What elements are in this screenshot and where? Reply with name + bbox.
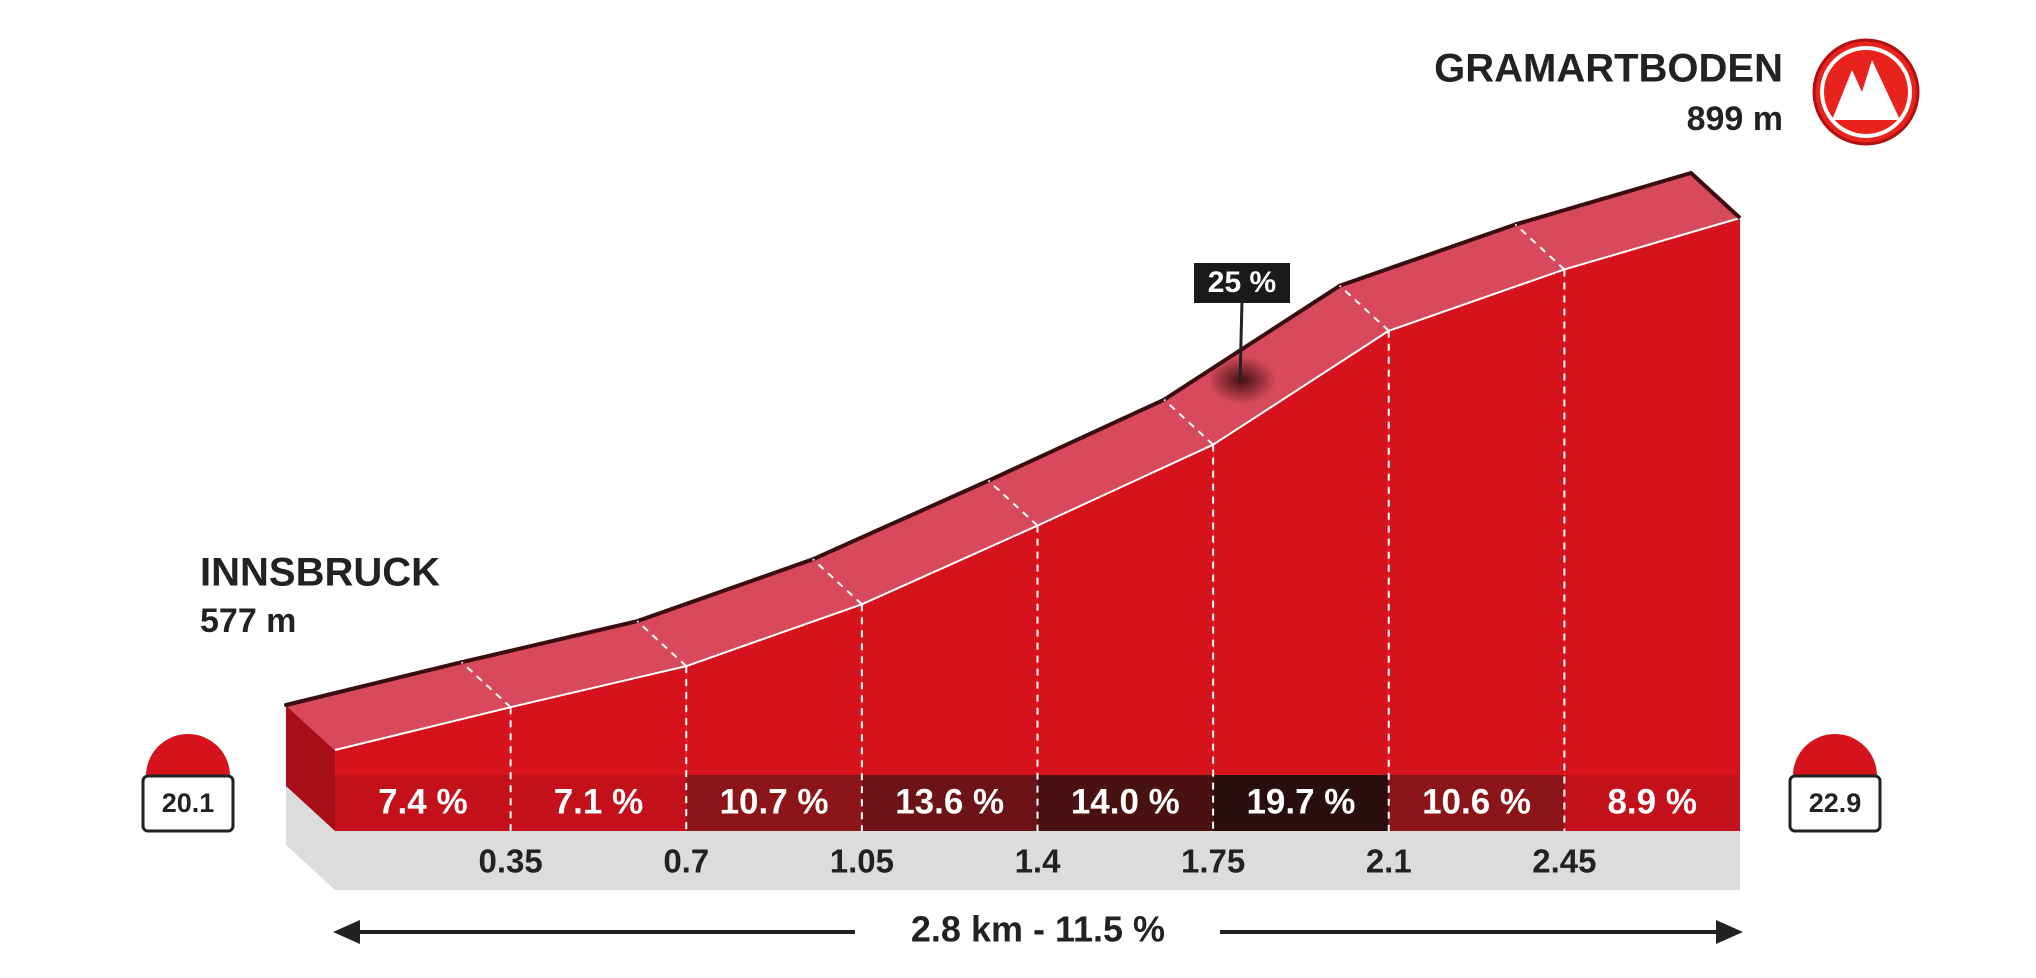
km-marker-dome	[146, 734, 230, 776]
profile-edge	[510, 665, 687, 709]
profile	[284, 171, 1742, 831]
profile-segment	[1037, 444, 1214, 831]
gradient-label: 7.1 %	[554, 782, 644, 821]
gradient-label: 19.7 %	[1246, 782, 1355, 821]
gradient-label: 13.6 %	[895, 782, 1004, 821]
profile-segment	[861, 525, 1038, 831]
summit-icon	[1812, 38, 1920, 146]
start-elevation: 577 m	[200, 602, 296, 640]
finish-km: 22.9	[1809, 788, 1862, 818]
gradient-band	[1037, 775, 1214, 831]
arrow-head	[1716, 920, 1743, 944]
tick-line-top	[636, 620, 687, 667]
profile-segment	[1388, 269, 1565, 831]
profile-outline	[986, 397, 1167, 483]
x-tick-label: 0.35	[479, 843, 543, 880]
profile-edge	[1037, 443, 1214, 527]
annotation-spot	[1208, 356, 1276, 404]
gradient-band	[861, 775, 1038, 831]
x-tick-label: 2.45	[1532, 843, 1596, 880]
tick-line-top	[1514, 223, 1566, 271]
x-tick-label: 0.7	[663, 843, 709, 880]
tick-line-top	[812, 558, 863, 606]
profile-outline	[635, 557, 815, 624]
summary: 2.8 km - 11.5 %	[911, 909, 1165, 950]
annotation-box	[1194, 263, 1290, 303]
tick-line-top	[987, 479, 1039, 527]
profile-outline	[1513, 171, 1693, 227]
gradient-label: 8.9 %	[1607, 782, 1697, 821]
x-tick-label: 1.05	[830, 843, 894, 880]
profile-edge	[861, 524, 1038, 606]
profile-outline	[1337, 222, 1518, 288]
gradient-label: 10.7 %	[720, 782, 829, 821]
gradient-band	[510, 775, 687, 831]
finish-elevation: 899 m	[1687, 100, 1783, 138]
profile-segment	[1564, 218, 1740, 831]
gradient-label: 10.6 %	[1422, 782, 1531, 821]
gradient-label: 14.0 %	[1071, 782, 1180, 821]
profile-segment	[686, 604, 862, 831]
profile-edge	[1564, 217, 1741, 271]
profile-edge	[685, 603, 863, 668]
arrow-head	[333, 920, 360, 944]
gradient-band	[686, 775, 862, 831]
tick-line-top	[1339, 285, 1390, 332]
profile-outline	[810, 478, 991, 562]
km-marker-box	[141, 774, 235, 833]
annotation-leader	[1238, 299, 1244, 383]
profile-edge	[334, 706, 511, 751]
annotation: 25 %	[1208, 266, 1276, 299]
start-name: INNSBRUCK	[200, 551, 440, 595]
tick-line-top	[460, 661, 512, 708]
km-marker-box	[1788, 774, 1882, 833]
tick-line-top	[1163, 398, 1214, 446]
base-layer	[286, 786, 1740, 890]
x-tick-label: 1.4	[1015, 843, 1062, 880]
x-tick-label: 1.75	[1181, 843, 1245, 880]
ground	[286, 786, 1740, 890]
side-face	[286, 705, 335, 831]
km-marker-dome	[1793, 734, 1877, 776]
finish-name: GRAMARTBODEN	[1434, 47, 1783, 91]
profile-outline	[1689, 171, 1742, 220]
gradient-label: 7.4 %	[378, 782, 468, 821]
start-km: 20.1	[162, 788, 215, 818]
gradient-band	[335, 775, 511, 831]
profile-segment	[1213, 330, 1389, 831]
gradient-band	[1213, 775, 1389, 831]
gradient-band	[1564, 775, 1740, 831]
x-tick-label: 2.1	[1366, 843, 1412, 880]
profile-outline	[284, 660, 464, 707]
profile-edge	[1388, 268, 1565, 332]
profile-outline	[459, 619, 640, 665]
gradient-band	[1388, 775, 1565, 831]
profile-edge	[1212, 329, 1390, 446]
profile-outline	[1162, 283, 1342, 402]
